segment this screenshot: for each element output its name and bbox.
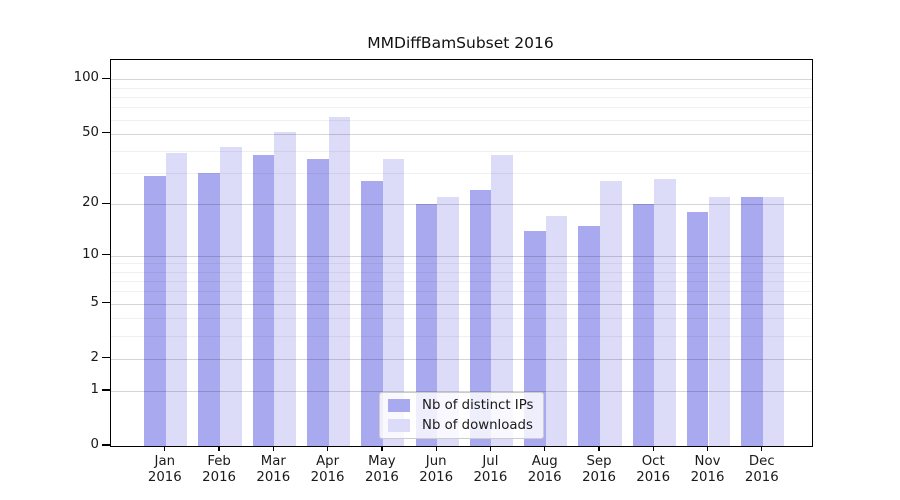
y-tick-label: 2 [90,349,99,365]
major-gridline [111,358,812,360]
y-tick-mark [102,444,110,446]
major-gridline [111,204,812,206]
x-tick-label: Aug 2016 [527,454,562,485]
bar-downloads-dec [762,197,785,446]
y-tick-label: 0 [90,437,99,452]
minor-gridline [111,291,812,293]
minor-gridline [111,107,812,109]
bar-distinct-ips-mar [252,155,275,446]
x-tick-label: Jul 2016 [473,454,508,485]
x-tick-label: Jun 2016 [419,454,454,485]
y-tick-mark [102,389,110,391]
major-gridline [111,133,812,135]
bar-downloads-sep [599,181,622,446]
bar-distinct-ips-oct [632,204,655,446]
x-tick-label: Nov 2016 [690,454,725,485]
y-tick-label: 20 [82,195,99,211]
y-tick-mark [102,132,110,134]
minor-gridline [111,263,812,265]
bar-downloads-feb [220,147,242,446]
y-tick-mark [102,202,110,204]
y-tick-mark [102,253,110,256]
x-tick-label: Jan 2016 [147,454,182,485]
y-tick-mark [102,77,110,80]
y-tick-mark [102,357,110,359]
x-tick-mark [544,446,546,451]
y-tick-label: 100 [73,70,99,86]
bars-layer [111,60,812,446]
minor-gridline [111,335,812,337]
x-tick-mark [489,446,492,451]
y-tick-mark [102,302,110,304]
bar-downloads-may [382,159,405,446]
x-tick-label: Sep 2016 [582,454,616,485]
x-tick-mark [652,446,654,451]
major-gridline [111,255,812,257]
bar-distinct-ips-jun [415,204,438,446]
major-gridline [111,79,812,81]
x-tick-mark [272,446,274,451]
bar-downloads-jun [437,197,459,446]
bar-downloads-oct [654,178,676,446]
legend-swatch-distinct-ips [388,399,410,412]
bar-downloads-nov [708,197,731,446]
bar-distinct-ips-may [361,181,383,446]
minor-gridline [111,87,812,89]
minor-gridline [111,119,812,121]
y-tick-label: 1 [90,381,99,397]
minor-gridline [111,151,812,152]
legend-item-distinct-ips: Nb of distinct IPs [388,398,533,413]
x-tick-label: Dec 2016 [744,454,779,485]
y-tick-label: 50 [82,124,99,140]
y-tick-label: 10 [82,246,99,262]
plot-area [110,59,813,447]
x-tick-label: Mar 2016 [256,454,291,485]
minor-gridline [111,173,812,175]
legend-item-downloads: Nb of downloads [388,418,533,433]
major-gridline [111,390,812,392]
x-tick-mark [164,446,166,451]
chart-title: MMDiffBamSubset 2016 [367,34,554,52]
x-tick-mark [326,446,329,451]
bar-distinct-ips-feb [198,173,221,446]
bar-downloads-apr [328,116,351,446]
bar-distinct-ips-jan [144,175,166,446]
bar-distinct-ips-jul [469,190,492,446]
x-tick-mark [218,446,220,451]
bar-downloads-jul [491,155,513,446]
minor-gridline [111,97,812,98]
x-tick-label: May 2016 [364,454,399,485]
major-gridline [111,303,812,305]
bar-downloads-jan [165,153,188,446]
y-tick-label: 5 [90,294,99,310]
gridlines-layer [111,60,812,446]
x-tick-label: Feb 2016 [202,454,237,485]
bar-downloads-aug [545,216,568,446]
minor-gridline [111,318,812,320]
x-tick-mark [706,446,709,451]
x-tick-mark [435,446,437,451]
bar-distinct-ips-dec [741,197,763,446]
bar-distinct-ips-apr [307,159,329,446]
legend-label-distinct-ips: Nb of distinct IPs [422,398,534,413]
legend: Nb of distinct IPs Nb of downloads [379,392,545,439]
legend-swatch-downloads [388,419,410,432]
x-tick-label: Apr 2016 [310,454,345,485]
bar-downloads-mar [274,132,296,446]
minor-gridline [111,271,812,273]
legend-label-downloads: Nb of downloads [422,418,533,433]
x-tick-mark [381,446,383,451]
bar-distinct-ips-nov [686,212,709,446]
x-tick-label: Oct 2016 [636,454,671,485]
bar-distinct-ips-sep [578,225,600,446]
x-tick-mark [761,446,763,451]
minor-gridline [111,280,812,282]
x-tick-mark [598,446,600,451]
